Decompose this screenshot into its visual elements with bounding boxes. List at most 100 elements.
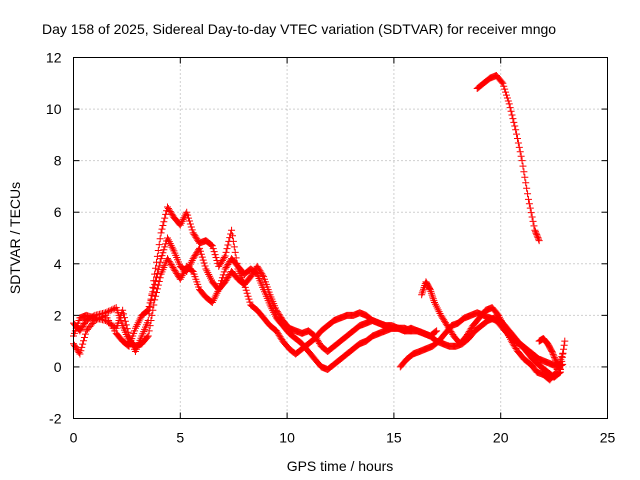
data-point	[156, 235, 164, 243]
data-point	[551, 355, 559, 363]
data-point	[273, 308, 281, 316]
data-point	[437, 311, 445, 319]
data-point	[167, 261, 175, 269]
data-point	[152, 292, 160, 300]
data-point	[211, 251, 219, 259]
data-point	[523, 184, 531, 192]
data-point	[192, 233, 200, 241]
data-point	[161, 214, 169, 222]
data-point	[276, 312, 284, 320]
data-point	[167, 209, 175, 217]
data-point	[551, 369, 559, 377]
data-point	[219, 271, 227, 279]
plot-frame	[73, 57, 608, 419]
data-point	[511, 343, 519, 351]
data-point	[230, 243, 238, 251]
data-point	[193, 249, 201, 257]
data-point	[183, 208, 191, 216]
data-point	[153, 269, 161, 277]
data-point	[219, 255, 227, 263]
data-point	[190, 230, 198, 238]
data-point	[535, 235, 543, 243]
data-point	[510, 342, 518, 350]
data-point	[221, 252, 229, 260]
data-point	[277, 314, 285, 322]
data-point	[169, 263, 177, 271]
data-point	[143, 333, 151, 341]
data-point	[315, 339, 323, 347]
data-point	[463, 331, 471, 339]
data-point	[248, 271, 256, 279]
data-point	[157, 255, 165, 263]
data-point	[168, 210, 176, 218]
data-point	[524, 190, 532, 198]
data-point	[273, 328, 281, 336]
data-point	[91, 317, 99, 325]
data-point	[162, 210, 170, 218]
data-point	[558, 357, 566, 365]
data-point	[225, 272, 233, 280]
data-point	[144, 306, 152, 314]
data-point	[432, 328, 440, 336]
data-point	[548, 347, 556, 355]
data-point	[196, 247, 204, 255]
data-point	[157, 229, 165, 237]
data-point	[244, 292, 252, 300]
data-point	[506, 104, 514, 112]
data-point	[161, 243, 169, 251]
data-point	[512, 345, 520, 353]
data-point	[277, 334, 285, 342]
data-point	[146, 322, 154, 330]
data-point	[505, 100, 513, 108]
data-point	[221, 278, 229, 286]
data-point	[313, 335, 321, 343]
data-point	[95, 314, 103, 322]
data-point	[165, 258, 173, 266]
data-point	[164, 205, 172, 213]
data-point	[514, 139, 522, 147]
y-tick-label: 8	[54, 153, 62, 169]
data-point	[80, 337, 88, 345]
data-point	[173, 269, 181, 277]
data-point	[448, 329, 456, 337]
data-point	[121, 317, 129, 325]
data-point	[229, 237, 237, 245]
data-point	[228, 232, 236, 240]
data-point	[521, 173, 529, 181]
data-point	[196, 244, 204, 252]
data-point	[170, 265, 178, 273]
data-point	[160, 218, 168, 226]
data-point	[557, 361, 565, 369]
data-point	[145, 327, 153, 335]
data-point	[165, 206, 173, 214]
data-point	[153, 285, 161, 293]
data-point	[275, 331, 283, 339]
data-point	[518, 157, 526, 165]
data-point	[500, 82, 508, 90]
data-point	[549, 349, 557, 357]
data-point	[224, 241, 232, 249]
y-tick-label: 2	[54, 307, 62, 323]
data-point	[222, 276, 230, 284]
data-point	[407, 327, 415, 335]
data-point	[499, 79, 507, 87]
data-point	[188, 226, 196, 234]
y-tick-label: 10	[46, 101, 62, 117]
data-point	[224, 261, 232, 269]
data-point	[534, 234, 542, 242]
data-point	[185, 214, 193, 222]
data-point	[223, 262, 231, 270]
data-point	[512, 126, 520, 134]
data-point	[78, 343, 86, 351]
data-point	[92, 316, 100, 324]
data-point	[561, 337, 569, 345]
data-point	[510, 118, 518, 126]
data-point	[73, 346, 81, 354]
data-point	[533, 232, 541, 240]
data-point	[529, 217, 537, 225]
data-point	[149, 288, 157, 296]
data-point	[429, 293, 437, 301]
data-point	[109, 305, 117, 313]
data-point	[171, 266, 179, 274]
data-point	[145, 303, 153, 311]
